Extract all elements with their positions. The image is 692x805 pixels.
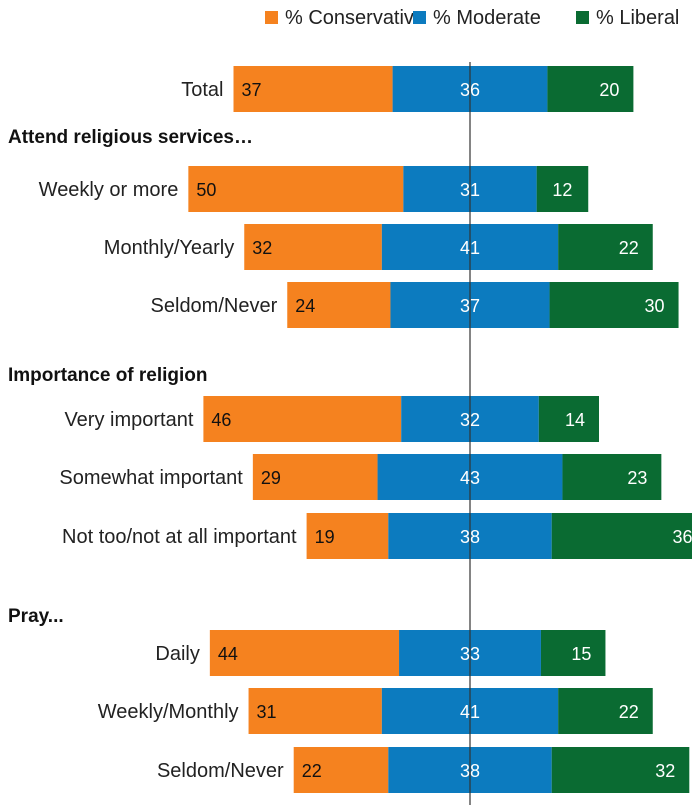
bar-conservative xyxy=(293,747,389,793)
row-label: Monthly/Yearly xyxy=(104,237,234,259)
value-label-liberal: 22 xyxy=(619,238,639,258)
bar-row-3-1: Very important 46 32 14 xyxy=(64,396,599,442)
legend-label-2: % Moderate xyxy=(433,7,541,29)
bar-liberal xyxy=(551,747,690,793)
legend-swatch-1 xyxy=(265,11,278,24)
value-label-liberal: 22 xyxy=(619,702,639,722)
bars-layer: Total 37 36 20 Weekly or more 50 31 12 Monthly/Y… xyxy=(39,66,692,793)
bar-liberal xyxy=(540,630,606,676)
group-title-3: Importance of religion xyxy=(8,365,208,386)
legend-label-1: % Conservative xyxy=(285,7,425,29)
bar-conservative xyxy=(209,630,400,676)
bar-liberal xyxy=(536,166,589,212)
row-label: Not too/not at all important xyxy=(62,526,297,548)
value-label-conservative: 50 xyxy=(196,180,216,200)
bar-conservative xyxy=(233,66,393,112)
legend-label-3: % Liberal xyxy=(596,7,679,29)
bar-row-4-3: Seldom/Never 22 38 32 xyxy=(157,747,690,793)
bar-liberal xyxy=(558,688,653,734)
bar-row-4-2: Weekly/Monthly 31 41 22 xyxy=(98,688,653,734)
bar-conservative xyxy=(188,166,404,212)
value-label-liberal: 12 xyxy=(552,180,572,200)
value-label-liberal: 15 xyxy=(571,644,591,664)
row-label: Weekly or more xyxy=(39,179,179,201)
value-label-liberal: 20 xyxy=(599,80,619,100)
bar-conservative xyxy=(287,282,391,328)
legend-swatch-2 xyxy=(413,11,426,24)
value-label-conservative: 37 xyxy=(242,80,262,100)
value-label-conservative: 19 xyxy=(315,527,335,547)
bar-row-2-2: Monthly/Yearly 32 41 22 xyxy=(104,224,653,270)
bar-conservative xyxy=(252,454,378,500)
value-label-liberal: 36 xyxy=(672,527,692,547)
group-title-2: Attend religious services… xyxy=(8,127,253,148)
bar-row-3-3: Not too/not at all important 19 38 36 xyxy=(62,513,692,559)
bar-row-1-1: Total 37 36 20 xyxy=(181,66,634,112)
row-label: Daily xyxy=(155,643,199,665)
row-label: Very important xyxy=(64,409,193,431)
row-label: Seldom/Never xyxy=(151,295,278,317)
bar-row-2-3: Seldom/Never 24 37 30 xyxy=(151,282,679,328)
group-title-4: Pray... xyxy=(8,606,64,627)
bar-liberal xyxy=(562,454,662,500)
bar-conservative xyxy=(244,224,382,270)
row-label: Seldom/Never xyxy=(157,760,284,782)
bar-row-3-2: Somewhat important 29 43 23 xyxy=(59,454,662,500)
bar-liberal xyxy=(538,396,599,442)
legend-swatch-3 xyxy=(576,11,589,24)
value-label-liberal: 23 xyxy=(627,468,647,488)
bar-conservative xyxy=(248,688,382,734)
value-label-conservative: 31 xyxy=(257,702,277,722)
bar-conservative xyxy=(203,396,402,442)
value-label-conservative: 32 xyxy=(252,238,272,258)
value-label-liberal: 14 xyxy=(565,410,585,430)
row-label: Somewhat important xyxy=(59,467,243,489)
bar-liberal xyxy=(547,66,634,112)
legend: % Conservative % Moderate % Liberal xyxy=(265,7,679,29)
value-label-conservative: 44 xyxy=(218,644,238,664)
value-label-conservative: 24 xyxy=(295,296,315,316)
bar-conservative xyxy=(306,513,389,559)
bar-liberal xyxy=(558,224,653,270)
value-label-conservative: 46 xyxy=(211,410,231,430)
bar-liberal xyxy=(549,282,679,328)
bar-row-4-1: Daily 44 33 15 xyxy=(155,630,606,676)
value-label-liberal: 30 xyxy=(645,296,665,316)
bar-row-2-1: Weekly or more 50 31 12 xyxy=(39,166,589,212)
row-label: Total xyxy=(181,79,223,101)
value-label-conservative: 22 xyxy=(302,761,322,781)
bar-liberal xyxy=(551,513,692,559)
value-label-liberal: 32 xyxy=(655,761,675,781)
row-label: Weekly/Monthly xyxy=(98,701,239,723)
value-label-conservative: 29 xyxy=(261,468,281,488)
